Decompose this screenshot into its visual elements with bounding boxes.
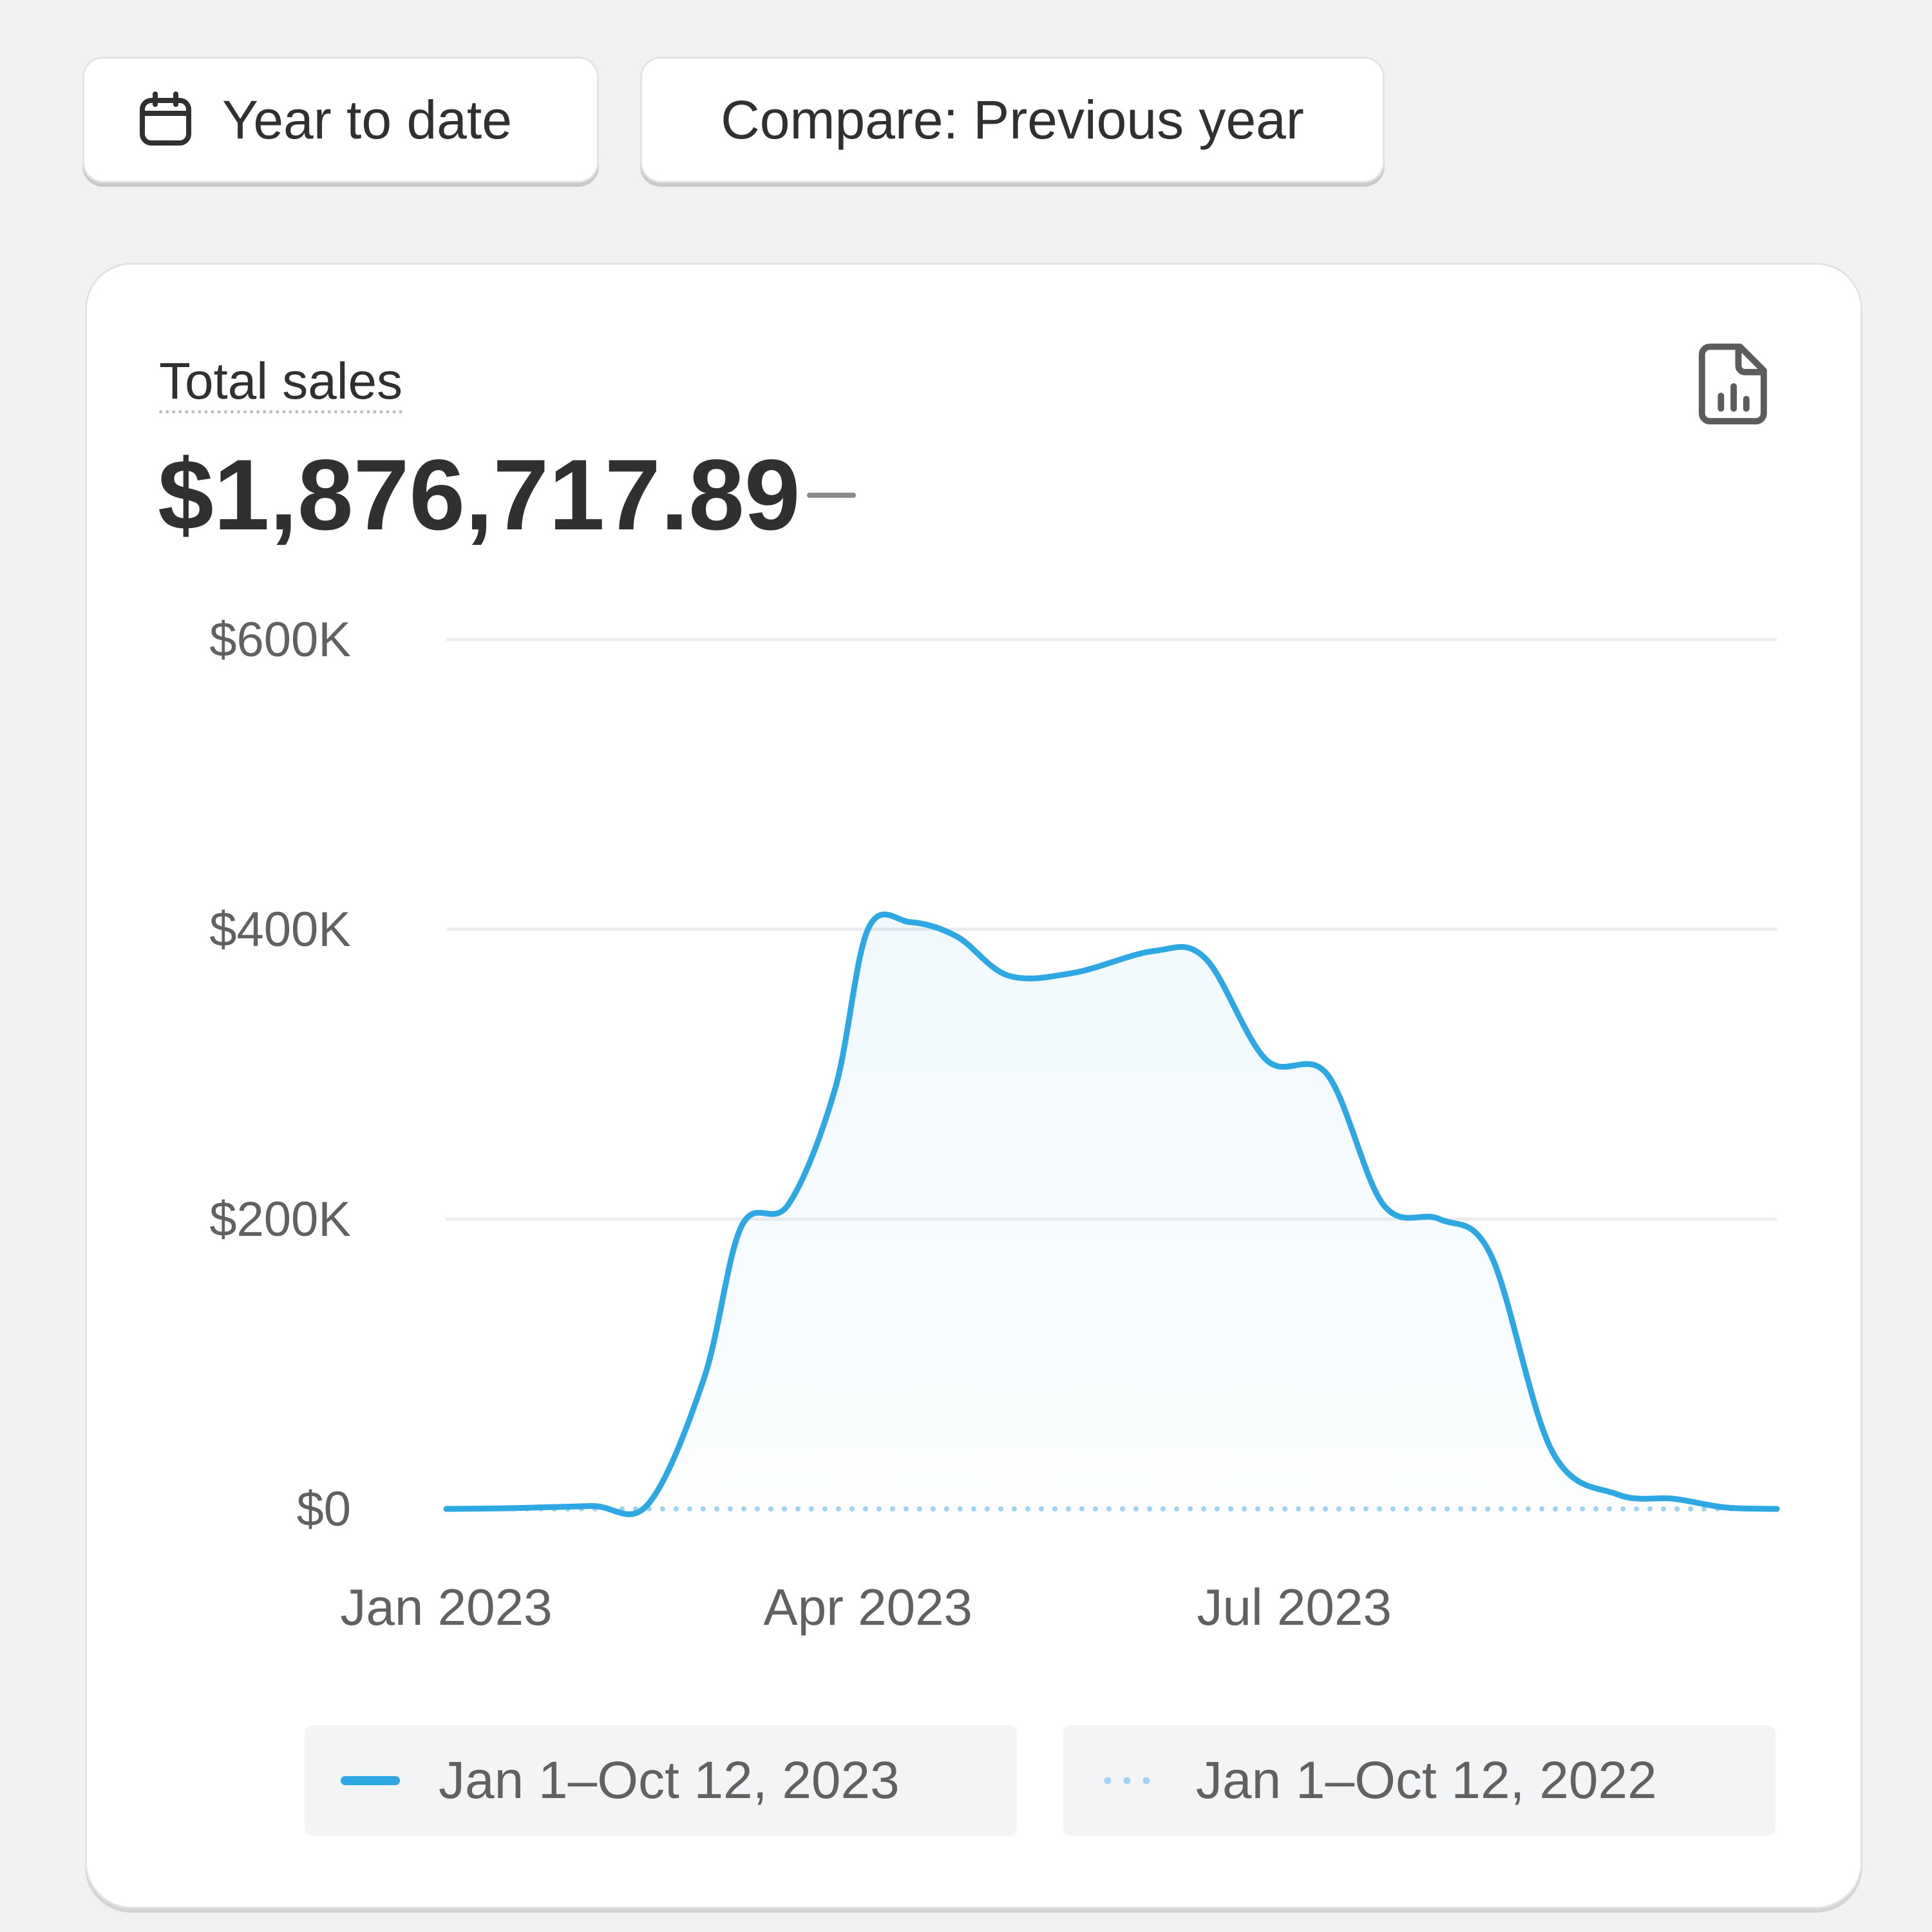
series-current-area (446, 914, 1777, 1515)
metric-label[interactable]: Total sales (159, 352, 402, 413)
y-tick-label: $400K (209, 902, 351, 957)
legend-item-current[interactable]: Jan 1–Oct 12, 2023 (305, 1725, 1017, 1836)
date-range-label: Year to date (222, 89, 512, 150)
y-tick-label: $200K (209, 1192, 351, 1247)
export-report-button[interactable] (1698, 342, 1769, 424)
metric-value: $1,876,717.89 (158, 439, 800, 551)
x-tick-label: Jan 2023 (340, 1578, 552, 1636)
series-current-line (443, 911, 1780, 1517)
legend-label-previous: Jan 1–Oct 12, 2022 (1196, 1751, 1657, 1810)
x-tick-label: Apr 2023 (763, 1578, 972, 1636)
legend-swatch-dotted (1098, 1777, 1157, 1784)
change-indicator-dash (807, 493, 856, 498)
sales-chart: $600K $400K $200K $0 Jan 2023 Apr 2023 Jul 202… (209, 612, 1780, 1636)
legend-label-current: Jan 1–Oct 12, 2023 (439, 1751, 900, 1810)
legend-swatch-solid (341, 1776, 400, 1785)
y-tick-label: $600K (209, 612, 351, 667)
total-sales-card: $600K $400K $200K $0 Jan 2023 Apr 2023 Jul 202… (85, 263, 1862, 1909)
compare-label: Compare: Previous year (721, 89, 1304, 150)
calendar-icon (140, 91, 191, 146)
legend-item-previous[interactable]: Jan 1–Oct 12, 2022 (1063, 1725, 1776, 1836)
y-tick-label: $0 (296, 1482, 351, 1537)
x-tick-label: Jul 2023 (1197, 1578, 1391, 1636)
date-range-button[interactable]: Year to date (82, 57, 599, 183)
file-chart-icon (1698, 343, 1767, 424)
compare-button[interactable]: Compare: Previous year (640, 57, 1385, 183)
